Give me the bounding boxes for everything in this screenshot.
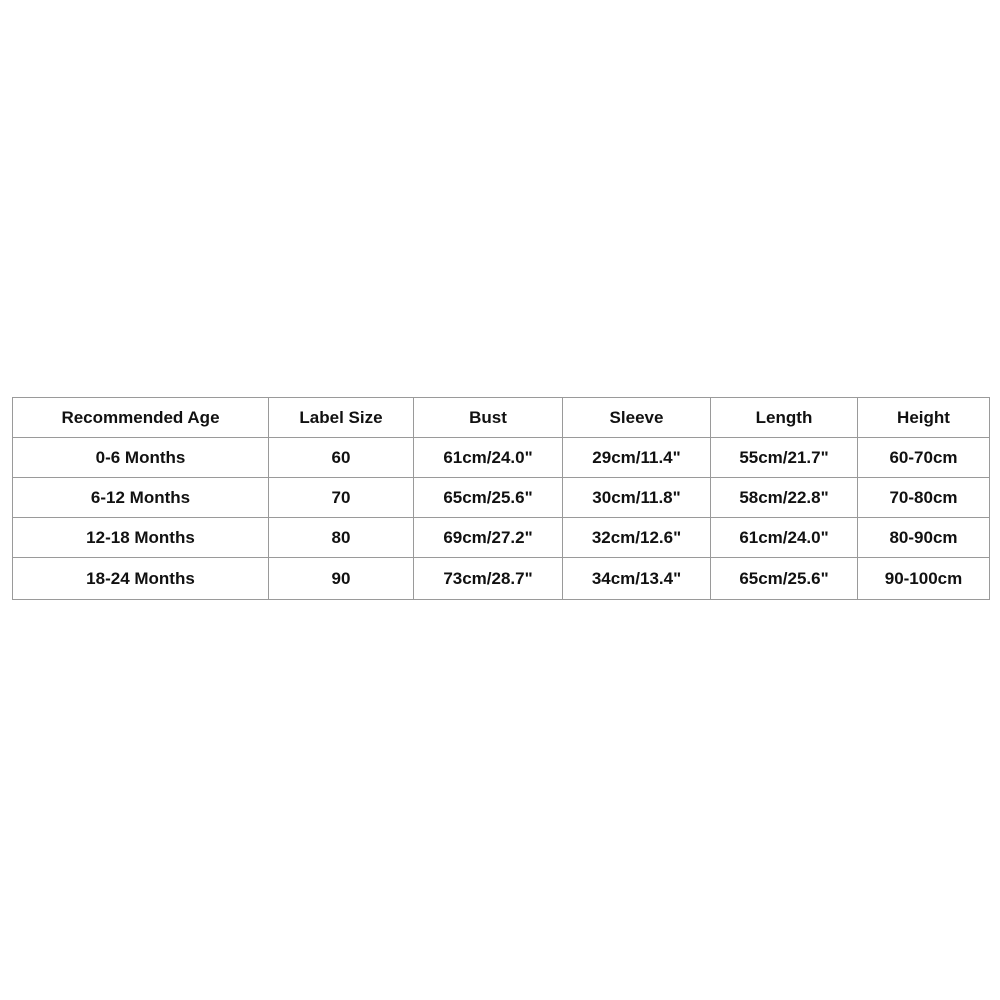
header-label-size: Label Size xyxy=(268,397,414,438)
cell-height: 70-80cm xyxy=(857,477,990,518)
cell-label-size: 70 xyxy=(268,477,414,518)
cell-age: 6-12 Months xyxy=(12,477,269,518)
cell-bust: 65cm/25.6" xyxy=(413,477,563,518)
size-chart-table: Recommended Age Label Size Bust Sleeve L… xyxy=(12,397,990,600)
header-height: Height xyxy=(857,397,990,438)
header-sleeve: Sleeve xyxy=(562,397,711,438)
table-row: 0-6 Months 60 61cm/24.0" 29cm/11.4" 55cm… xyxy=(12,437,990,478)
cell-age: 12-18 Months xyxy=(12,517,269,558)
cell-bust: 73cm/28.7" xyxy=(413,557,563,600)
cell-length: 58cm/22.8" xyxy=(710,477,858,518)
cell-sleeve: 34cm/13.4" xyxy=(562,557,711,600)
cell-label-size: 60 xyxy=(268,437,414,478)
cell-sleeve: 32cm/12.6" xyxy=(562,517,711,558)
header-row: Recommended Age Label Size Bust Sleeve L… xyxy=(12,397,990,438)
cell-age: 18-24 Months xyxy=(12,557,269,600)
cell-label-size: 80 xyxy=(268,517,414,558)
table-row: 12-18 Months 80 69cm/27.2" 32cm/12.6" 61… xyxy=(12,517,990,558)
cell-height: 80-90cm xyxy=(857,517,990,558)
cell-height: 60-70cm xyxy=(857,437,990,478)
header-length: Length xyxy=(710,397,858,438)
cell-sleeve: 29cm/11.4" xyxy=(562,437,711,478)
cell-length: 61cm/24.0" xyxy=(710,517,858,558)
cell-age: 0-6 Months xyxy=(12,437,269,478)
cell-bust: 61cm/24.0" xyxy=(413,437,563,478)
table-row: 6-12 Months 70 65cm/25.6" 30cm/11.8" 58c… xyxy=(12,477,990,518)
cell-height: 90-100cm xyxy=(857,557,990,600)
header-recommended-age: Recommended Age xyxy=(12,397,269,438)
table-row: 18-24 Months 90 73cm/28.7" 34cm/13.4" 65… xyxy=(12,557,990,600)
header-bust: Bust xyxy=(413,397,563,438)
cell-bust: 69cm/27.2" xyxy=(413,517,563,558)
cell-length: 65cm/25.6" xyxy=(710,557,858,600)
cell-length: 55cm/21.7" xyxy=(710,437,858,478)
cell-label-size: 90 xyxy=(268,557,414,600)
cell-sleeve: 30cm/11.8" xyxy=(562,477,711,518)
